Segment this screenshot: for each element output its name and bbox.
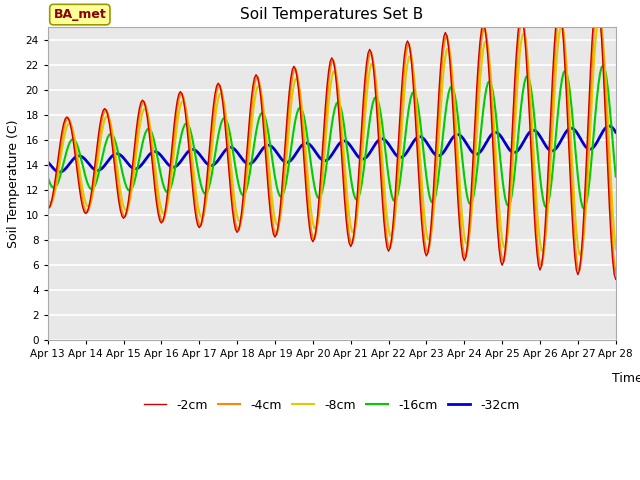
- -8cm: [399, 110, 406, 116]
- -4cm: [44, 204, 52, 210]
- Y-axis label: Soil Temperature (C): Soil Temperature (C): [7, 120, 20, 248]
- Legend: -2cm, -4cm, -8cm, -16cm, -32cm: -2cm, -4cm, -8cm, -16cm, -32cm: [139, 394, 525, 417]
- -32cm: [61, 166, 69, 172]
- -16cm: [599, 62, 607, 68]
- -4cm: [150, 164, 157, 169]
- -8cm: [387, 233, 394, 239]
- -4cm: [399, 84, 406, 90]
- -32cm: [44, 159, 52, 165]
- -4cm: [595, 0, 602, 6]
- -4cm: [367, 49, 375, 55]
- Line: -32cm: -32cm: [48, 126, 616, 172]
- -32cm: [56, 169, 64, 175]
- -32cm: [612, 129, 620, 135]
- -16cm: [580, 206, 588, 212]
- -4cm: [612, 271, 620, 276]
- -8cm: [367, 61, 375, 67]
- Title: Soil Temperatures Set B: Soil Temperatures Set B: [240, 7, 424, 22]
- -2cm: [150, 173, 157, 179]
- -2cm: [399, 70, 406, 76]
- -8cm: [612, 246, 620, 252]
- -32cm: [401, 153, 408, 158]
- -8cm: [44, 197, 52, 203]
- -16cm: [399, 156, 406, 162]
- Line: -8cm: -8cm: [48, 19, 616, 255]
- -8cm: [577, 252, 585, 258]
- -32cm: [151, 149, 159, 155]
- -2cm: [593, 0, 601, 1]
- -16cm: [60, 160, 67, 166]
- -2cm: [60, 121, 67, 127]
- -2cm: [387, 245, 394, 251]
- -32cm: [544, 146, 552, 152]
- -8cm: [596, 16, 604, 22]
- -8cm: [543, 227, 550, 232]
- Text: BA_met: BA_met: [54, 8, 106, 21]
- Line: -2cm: -2cm: [48, 0, 616, 279]
- -8cm: [60, 137, 67, 143]
- X-axis label: Time: Time: [612, 372, 640, 384]
- -2cm: [367, 49, 375, 55]
- -2cm: [543, 203, 550, 208]
- -16cm: [367, 108, 375, 114]
- -16cm: [543, 204, 550, 210]
- Line: -16cm: -16cm: [48, 65, 616, 209]
- -2cm: [44, 206, 52, 212]
- Line: -4cm: -4cm: [48, 3, 616, 274]
- -32cm: [369, 145, 376, 151]
- -16cm: [387, 184, 394, 190]
- -32cm: [605, 123, 613, 129]
- -16cm: [150, 135, 157, 141]
- -32cm: [388, 146, 396, 152]
- -16cm: [44, 174, 52, 180]
- -16cm: [612, 174, 620, 180]
- -2cm: [612, 276, 620, 282]
- -4cm: [387, 245, 394, 251]
- -4cm: [60, 126, 67, 132]
- -8cm: [150, 150, 157, 156]
- -4cm: [543, 216, 550, 222]
